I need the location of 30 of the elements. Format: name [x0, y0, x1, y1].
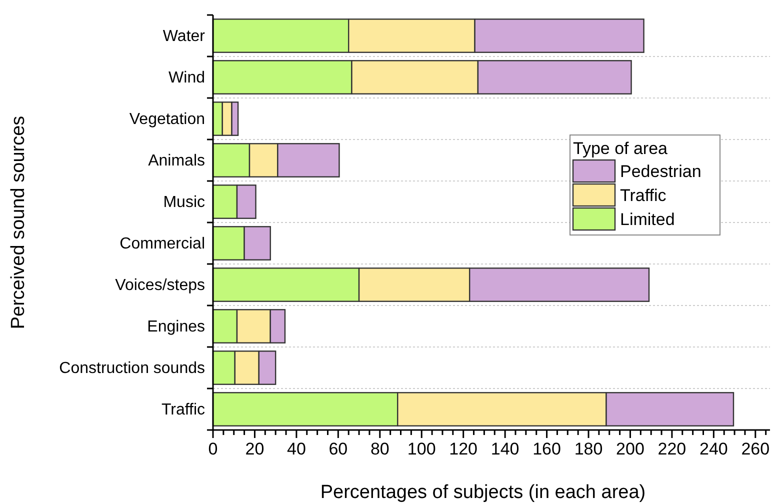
x-axis-title: Percentages of subjects (in each area)	[320, 482, 646, 503]
x-tick-label: 40	[286, 439, 306, 458]
y-tick-label: Engines	[147, 318, 205, 336]
y-tick-label: Traffic	[161, 401, 205, 418]
x-tick-label: 240	[699, 439, 728, 458]
x-tick-label: 60	[328, 439, 348, 458]
legend-title: Type of area	[573, 139, 668, 158]
x-tick-label: 100	[407, 439, 436, 458]
x-tick-label: 260	[741, 439, 770, 458]
y-tick-label: Voices/steps	[115, 276, 205, 294]
x-tick-label: 0	[208, 439, 218, 458]
y-tick-label: Wind	[168, 69, 205, 86]
y-tick-label: Animals	[148, 152, 205, 170]
y-tick-label: Water	[162, 28, 206, 45]
x-tick-label: 120	[449, 439, 478, 458]
x-tick-label: 20	[245, 439, 264, 458]
x-tick-label: 140	[490, 439, 520, 458]
y-axis-title: Perceived sound sources	[8, 116, 29, 330]
x-tick-label: 160	[532, 439, 561, 458]
y-tick-label: Music	[163, 194, 205, 211]
legend-label: Limited	[620, 210, 675, 229]
y-tick-label: Construction sounds	[59, 360, 205, 377]
legend-label: Traffic	[620, 186, 667, 205]
y-tick-label: Vegetation	[129, 110, 205, 128]
x-tick-label: 80	[370, 439, 390, 458]
legend-label: Pedestrian	[620, 162, 702, 181]
x-tick-label: 180	[574, 439, 603, 458]
x-tick-label: 200	[616, 439, 644, 458]
x-tick-label: 220	[658, 439, 686, 458]
y-tick-label: Commercial	[120, 235, 205, 252]
